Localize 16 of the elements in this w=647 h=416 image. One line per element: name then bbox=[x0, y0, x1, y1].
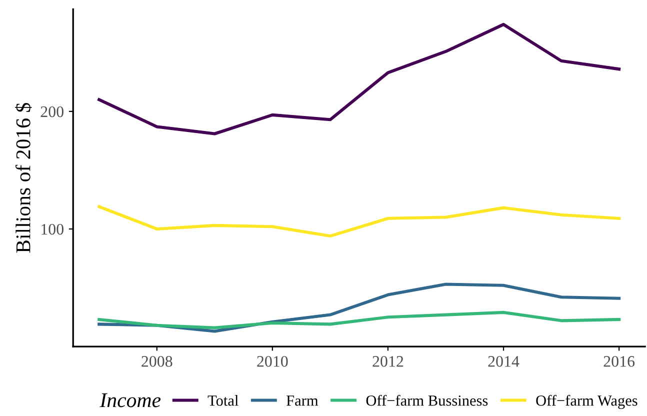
legend-label: Farm bbox=[286, 396, 318, 406]
x-tick-label: 2010 bbox=[257, 356, 288, 367]
legend-label: Total bbox=[208, 395, 238, 406]
legend-title: Income bbox=[100, 393, 161, 408]
line-series bbox=[98, 22, 621, 136]
x-tick-label: 2016 bbox=[604, 356, 635, 367]
x-tick-label: 2012 bbox=[372, 356, 404, 367]
line-series bbox=[98, 310, 621, 330]
x-tick-label: 2008 bbox=[142, 356, 172, 367]
legend-label: Off−farm Bussiness bbox=[366, 394, 488, 406]
x-tick-label: 2014 bbox=[488, 356, 520, 367]
y-tick-label: 100 bbox=[42, 224, 64, 235]
y-axis-title: Billions of 2016 $ bbox=[15, 102, 32, 253]
legend-label: Off−farm Wages bbox=[536, 394, 638, 409]
line-series bbox=[98, 205, 621, 238]
y-tick-label: 200 bbox=[40, 106, 64, 118]
